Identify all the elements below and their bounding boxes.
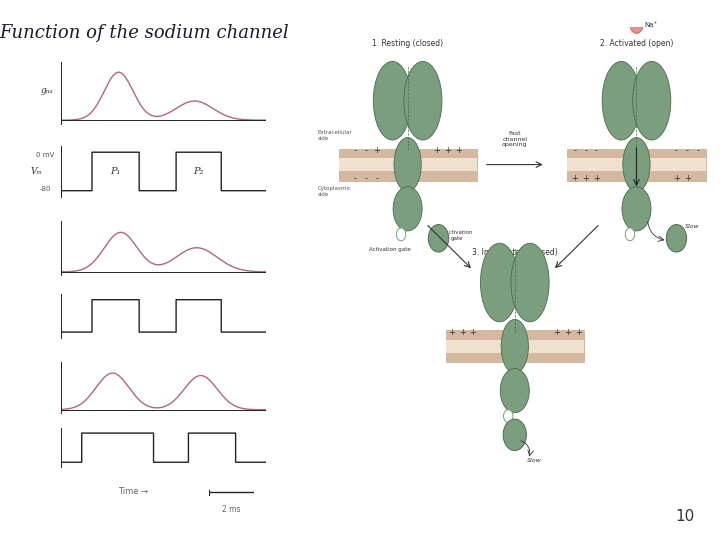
- Ellipse shape: [623, 138, 650, 192]
- Text: Function of the sodium channel: Function of the sodium channel: [0, 24, 289, 42]
- Text: P₁: P₁: [110, 167, 121, 176]
- Text: 10: 10: [675, 509, 695, 524]
- Text: +: +: [373, 146, 380, 156]
- Text: -: -: [364, 146, 367, 156]
- Text: gₙₐ: gₙₐ: [41, 85, 54, 94]
- Circle shape: [503, 419, 526, 450]
- Text: -: -: [354, 174, 356, 183]
- Text: -: -: [573, 146, 576, 156]
- Ellipse shape: [501, 319, 528, 374]
- Text: -: -: [354, 146, 356, 156]
- Text: -: -: [686, 146, 689, 156]
- Text: Extracellular
side: Extracellular side: [318, 130, 352, 140]
- Ellipse shape: [500, 368, 529, 413]
- Circle shape: [625, 228, 634, 241]
- Text: Na⁺: Na⁺: [644, 22, 658, 28]
- Text: +: +: [593, 174, 600, 183]
- Bar: [446, 340, 584, 353]
- Text: +: +: [684, 174, 690, 183]
- Ellipse shape: [393, 187, 422, 231]
- Text: +: +: [571, 174, 578, 183]
- Bar: [446, 330, 584, 362]
- Text: P₂: P₂: [194, 167, 204, 176]
- Text: 0 mV: 0 mV: [36, 152, 54, 158]
- Text: -: -: [364, 174, 367, 183]
- Text: -: -: [675, 146, 678, 156]
- Text: 2. Activated (open): 2. Activated (open): [600, 39, 673, 48]
- Text: 3. Inactivated (closed): 3. Inactivated (closed): [472, 248, 558, 257]
- Ellipse shape: [633, 62, 671, 140]
- Text: Vₘ: Vₘ: [31, 167, 43, 176]
- Text: Activation gate: Activation gate: [369, 247, 410, 252]
- Text: 1. Resting (closed): 1. Resting (closed): [372, 39, 444, 48]
- Text: 2 ms: 2 ms: [222, 505, 240, 515]
- Bar: [567, 158, 706, 172]
- Ellipse shape: [602, 62, 640, 140]
- Text: +: +: [564, 328, 571, 337]
- Text: Slow: Slow: [685, 225, 700, 230]
- Circle shape: [428, 225, 449, 252]
- Circle shape: [666, 225, 687, 252]
- Ellipse shape: [622, 187, 651, 231]
- Text: -: -: [375, 174, 378, 183]
- Circle shape: [503, 410, 513, 423]
- Text: +: +: [433, 146, 440, 156]
- Text: -80: -80: [40, 186, 51, 192]
- Text: +: +: [459, 328, 466, 337]
- Text: -: -: [584, 146, 587, 156]
- Ellipse shape: [394, 138, 421, 192]
- Text: Inactivation
gate: Inactivation gate: [441, 231, 473, 241]
- Text: +: +: [448, 328, 454, 337]
- Text: Time →: Time →: [118, 487, 148, 496]
- Circle shape: [630, 16, 643, 33]
- Text: -: -: [697, 146, 700, 156]
- Text: +: +: [673, 174, 680, 183]
- Bar: [338, 148, 477, 180]
- Text: +: +: [444, 146, 451, 156]
- Ellipse shape: [511, 243, 549, 322]
- Ellipse shape: [373, 62, 411, 140]
- Ellipse shape: [404, 62, 442, 140]
- Text: +: +: [455, 146, 462, 156]
- Ellipse shape: [480, 243, 518, 322]
- Text: +: +: [553, 328, 560, 337]
- Text: +: +: [582, 174, 589, 183]
- Text: Fast
channel
opening: Fast channel opening: [502, 131, 528, 147]
- Bar: [567, 148, 706, 180]
- Circle shape: [396, 228, 406, 241]
- Text: +: +: [575, 328, 582, 337]
- Text: +: +: [469, 328, 477, 337]
- Bar: [338, 158, 477, 172]
- Text: -: -: [595, 146, 598, 156]
- Text: Slow: Slow: [527, 458, 542, 463]
- Text: Cytoplasmic
side: Cytoplasmic side: [318, 186, 351, 197]
